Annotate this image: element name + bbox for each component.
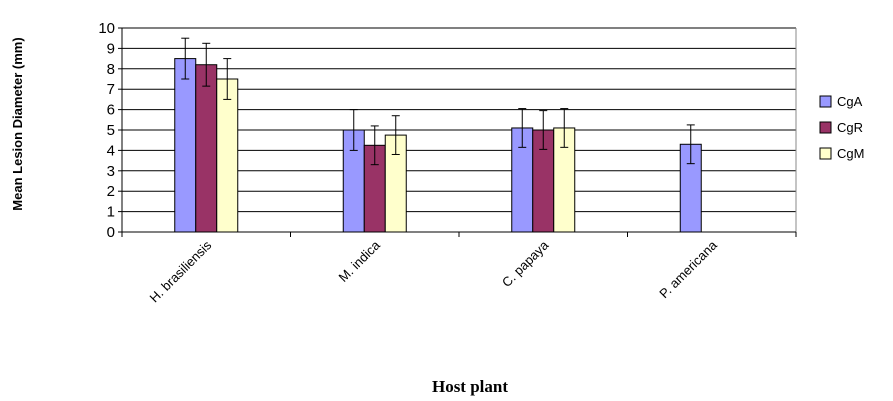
legend-label: CgA: [837, 94, 863, 109]
x-category-label: H. brasiliensis: [147, 237, 215, 305]
bar-cgr: [195, 64, 218, 233]
legend-swatch-cgm: [819, 147, 832, 160]
y-tick-label: 8: [107, 61, 115, 78]
y-tick-label: 7: [107, 81, 115, 98]
y-tick-label: 0: [107, 224, 115, 241]
y-tick-label: 2: [107, 183, 115, 200]
bars: [122, 37, 796, 233]
x-category-label: C. papaya: [499, 237, 552, 290]
y-axis-ticks: 0 1 2 3 4 5 6 7 8 9 10: [98, 20, 122, 241]
legend: CgA CgR CgM: [819, 94, 864, 161]
y-tick-label: 4: [107, 142, 115, 159]
bar-cga: [174, 58, 197, 233]
x-axis-label: Host plant: [432, 377, 508, 396]
y-axis-label: Mean Lesion Diameter (mm): [10, 37, 25, 210]
y-tick-label: 9: [107, 40, 115, 57]
y-tick-label: 1: [107, 204, 115, 221]
x-axis-categories: H. brasiliensis M. indica C. papaya P. amer…: [121, 232, 797, 305]
legend-label: CgR: [837, 120, 863, 135]
y-tick-label: 6: [107, 102, 115, 119]
legend-swatch-cgr: [819, 121, 832, 134]
x-category-label: M. indica: [335, 237, 383, 285]
legend-label: CgM: [837, 146, 864, 161]
y-tick-label: 10: [98, 20, 115, 37]
bar-cgm: [216, 78, 239, 233]
x-category-label: P. americana: [656, 237, 720, 301]
y-tick-label: 5: [107, 122, 115, 139]
y-tick-label: 3: [107, 163, 115, 180]
legend-swatch-cga: [819, 95, 832, 108]
